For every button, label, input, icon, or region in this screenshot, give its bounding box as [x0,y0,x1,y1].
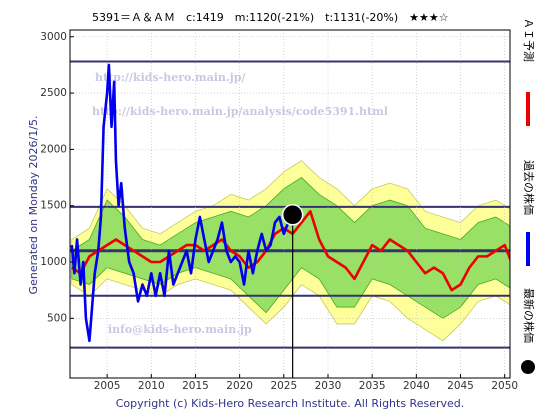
legend-label: ＡＩ予測 [522,18,536,62]
x-tick-label: 2040 [403,380,430,392]
series-line [70,63,294,343]
x-tick-label: 2030 [315,380,342,392]
x-tick-label: 2015 [182,380,209,392]
x-tick-label: 2025 [270,380,297,392]
legend-dot [521,360,535,374]
plot: http://kids-hero.main.jp/http://kids-her… [70,30,510,378]
x-tick-label: 2050 [491,380,518,392]
y-tick-label: 1500 [40,200,67,212]
y-tick-label: 500 [47,312,67,324]
x-tick-label: 2045 [447,380,474,392]
band [71,177,510,319]
watermark: http://kids-hero.main.jp/ [95,71,246,84]
latest-dot [281,204,304,226]
x-tick-label: 2010 [138,380,165,392]
watermark: info@kids-hero.main.jp [108,323,252,336]
footer: Copyright (c) Kids-Hero Research Institu… [116,397,465,410]
y-tick-label: 2500 [40,87,67,99]
y-tick-label: 1000 [40,256,67,268]
legend-label: 過去の株価 [522,160,536,215]
x-tick-label: 2035 [359,380,386,392]
plot-frame [69,29,511,379]
y-tick-label: 2000 [40,143,67,155]
side-text: Generated on Monday 2026/1/5. [27,116,40,295]
chart-title: 5391＝Ａ＆ＡＭ c:1419 m:1120(-21%) t:1131(-20… [92,11,449,24]
watermark: http://kids-hero.main.jp/analysis/code53… [92,105,388,118]
y-tick-label: 3000 [40,31,67,43]
x-tick-label: 2020 [226,380,253,392]
x-tick-label: 2005 [94,380,121,392]
legend-label: 最新の株価 [522,288,536,343]
